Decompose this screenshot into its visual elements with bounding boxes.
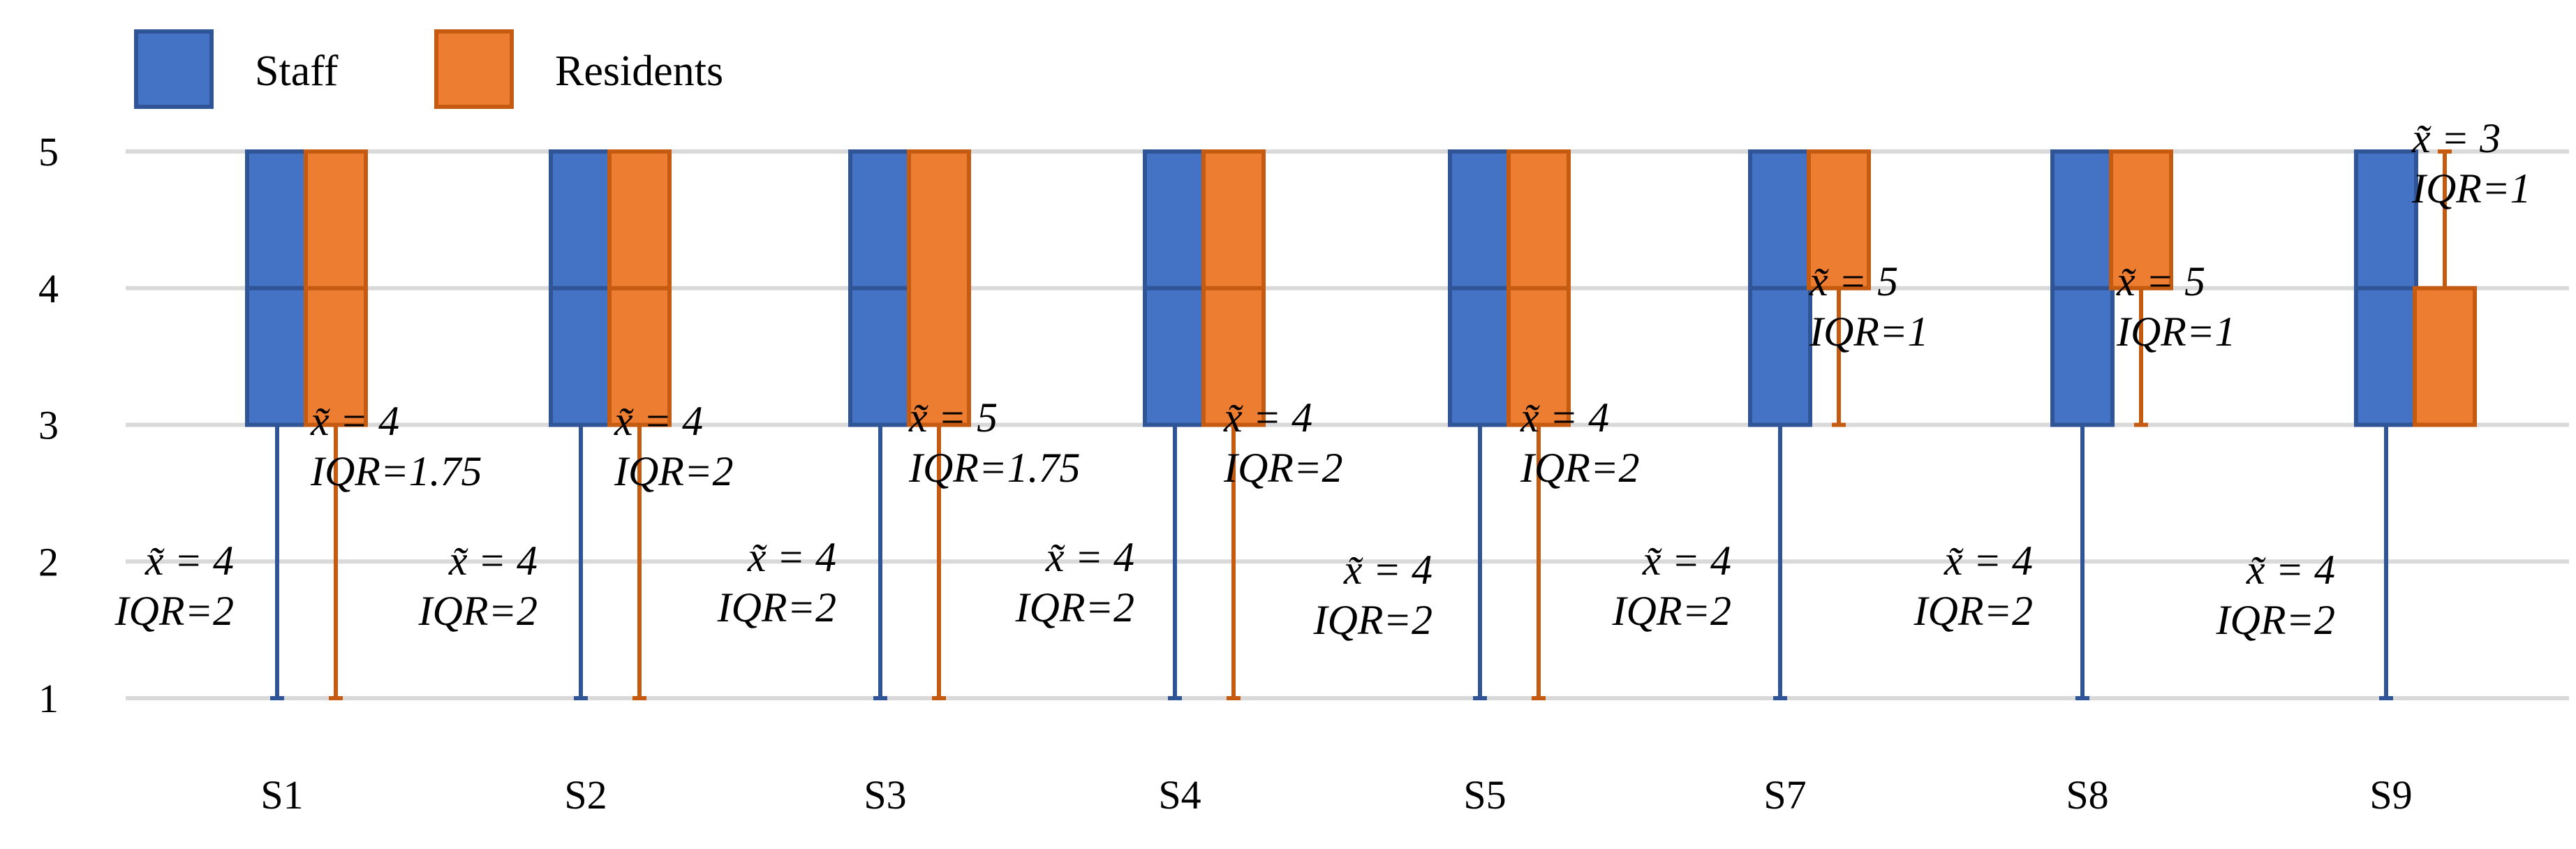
residents-box-S2 (607, 149, 672, 700)
y-axis: 1 2 3 4 5 (38, 129, 59, 721)
median-annotation: x̃ = 4 (747, 534, 836, 580)
iqr-annotation: IQR=2 (1914, 588, 2033, 634)
median-annotation: x̃ = 4 (1520, 394, 1609, 441)
legend-swatch (134, 29, 214, 109)
iqr-annotation: IQR=1.75 (310, 448, 482, 494)
box (2413, 286, 2477, 427)
median-annotation: x̃ = 3 (2411, 115, 2501, 161)
iqr-annotation: IQR=2 (1313, 597, 1433, 643)
x-tick-label: S1 (260, 772, 303, 818)
box-series (245, 149, 2477, 700)
iqr-annotation: IQR=1 (1809, 309, 1928, 355)
staff-box-S3 (848, 149, 912, 700)
iqr-annotation: IQR=2 (114, 588, 234, 634)
median-annotation: x̃ = 4 (614, 398, 703, 444)
staff-box-S2 (549, 149, 613, 700)
residents-box-S4 (1201, 149, 1266, 700)
box (1807, 149, 1871, 290)
median-annotation: x̃ = 4 (1343, 547, 1433, 593)
y-tick-label: 3 (38, 403, 59, 448)
staff-box-S4 (1143, 149, 1207, 700)
median-annotation: x̃ = 4 (2246, 547, 2335, 593)
x-tick-label: S5 (1463, 772, 1506, 818)
staff-box-S9 (2354, 149, 2418, 700)
median-annotation: x̃ = 5 (2116, 258, 2205, 304)
iqr-annotation: IQR=2 (1223, 445, 1342, 491)
legend-swatch (434, 29, 514, 109)
iqr-annotation: IQR=1 (2411, 165, 2531, 212)
iqr-annotation: IQR=2 (614, 448, 733, 494)
staff-box-S5 (1448, 149, 1512, 700)
iqr-annotation: IQR=1 (2116, 309, 2235, 355)
residents-box-S1 (304, 149, 368, 700)
x-tick-label: S4 (1158, 772, 1201, 818)
residents-box-S3 (907, 149, 971, 700)
median-annotation: x̃ = 4 (1642, 538, 1731, 584)
staff-box-S7 (1748, 149, 1812, 700)
median-annotation: x̃ = 4 (1045, 534, 1134, 580)
x-tick-label: S8 (2066, 772, 2108, 818)
y-tick-label: 2 (38, 539, 59, 584)
legend: Staff Residents (134, 29, 723, 109)
x-tick-label: S2 (564, 772, 607, 818)
legend-item-staff: Staff (134, 29, 339, 109)
iqr-annotation: IQR=2 (2216, 597, 2335, 643)
median-annotation: x̃ = 5 (908, 394, 998, 441)
x-tick-label: S3 (864, 772, 906, 818)
y-tick-label: 4 (38, 266, 59, 311)
x-tick-label: S7 (1763, 772, 1806, 818)
residents-box-S5 (1507, 149, 1571, 700)
median-annotation: x̃ = 4 (310, 398, 399, 444)
legend-label: Staff (255, 47, 339, 95)
iqr-annotation: IQR=2 (717, 584, 836, 630)
median-annotation: x̃ = 4 (1944, 538, 2033, 584)
iqr-annotation: IQR=2 (418, 588, 538, 634)
residents-box-S7 (1807, 149, 1871, 427)
median-annotation: x̃ = 5 (1809, 258, 1898, 304)
median-annotation: x̃ = 4 (448, 538, 538, 584)
iqr-annotation: IQR=1.75 (908, 445, 1080, 491)
box (907, 149, 971, 427)
y-tick-label: 5 (38, 129, 59, 175)
residents-box-S8 (2109, 149, 2173, 427)
iqr-annotation: IQR=2 (1520, 445, 1639, 491)
x-tick-label: S9 (2369, 772, 2412, 818)
legend-item-residents: Residents (434, 29, 723, 109)
legend-label: Residents (555, 47, 723, 95)
median-annotation: x̃ = 4 (145, 538, 234, 584)
y-tick-label: 1 (38, 676, 59, 721)
iqr-annotation: IQR=2 (1015, 584, 1134, 630)
staff-box-S8 (2050, 149, 2115, 700)
median-annotation: x̃ = 4 (1223, 394, 1312, 441)
staff-box-S1 (245, 149, 309, 700)
x-axis: S1 S2 S3 S4 S5 S7 S8 S9 (260, 772, 2412, 818)
residents-box-S9 (2413, 149, 2477, 427)
iqr-annotation: IQR=2 (1612, 588, 1731, 634)
